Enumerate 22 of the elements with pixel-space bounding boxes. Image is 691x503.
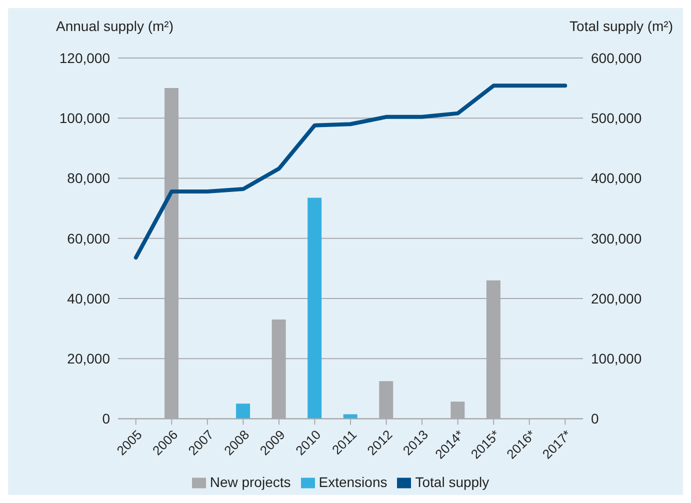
y2-tick-label: 100,000 — [591, 350, 642, 367]
y2-tick-label: 200,000 — [591, 290, 642, 306]
y-tick-label: 20,000 — [67, 350, 110, 367]
bar — [236, 404, 250, 419]
y-tick-label: 100,000 — [59, 110, 110, 126]
legend-label: New projects — [210, 474, 291, 490]
y2-tick-label: 300,000 — [591, 230, 642, 246]
y2-tick-label: 500,000 — [591, 110, 642, 126]
legend-label: Total supply — [415, 474, 490, 490]
y-tick-label: 120,000 — [59, 50, 110, 66]
y2-tick-label: 0 — [591, 410, 599, 427]
y-tick-label: 40,000 — [67, 290, 110, 306]
line-series — [134, 84, 568, 260]
y-axis-title: Annual supply (m²) — [56, 18, 174, 34]
legend-label: Extensions — [318, 474, 388, 490]
y-tick-label: 60,000 — [67, 230, 110, 246]
y2-tick-label: 600,000 — [591, 50, 642, 66]
y-tick-label: 0 — [102, 410, 110, 427]
y2-axis-title: Total supply (m²) — [570, 18, 673, 34]
y-tick-label: 80,000 — [67, 170, 110, 186]
y2-tick-label: 400,000 — [591, 170, 642, 186]
bar — [308, 198, 322, 419]
